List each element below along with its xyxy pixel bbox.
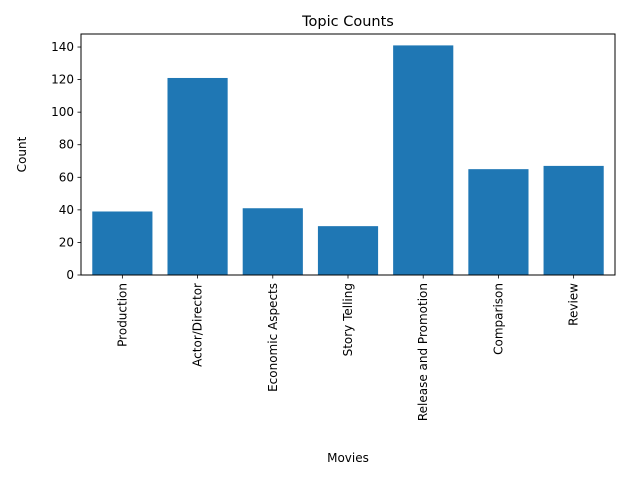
y-tick-label: 0 — [66, 268, 74, 282]
y-tick-label: 120 — [51, 73, 74, 87]
y-tick-label: 140 — [51, 40, 74, 54]
x-tick-label: Economic Aspects — [266, 283, 280, 392]
x-tick-label: Review — [567, 283, 581, 326]
x-axis-ticks: Production Actor/Director Economic Aspects… — [115, 275, 581, 421]
bar-economic-aspects — [242, 208, 303, 275]
x-tick-label: Actor/Director — [191, 283, 205, 367]
plot-area-frame — [80, 33, 616, 276]
x-tick-label: Release and Promotion — [416, 283, 430, 421]
y-tick-label: 100 — [51, 105, 74, 119]
bars-group — [92, 45, 604, 276]
bar-release-and-promotion — [393, 45, 454, 276]
bar-review — [543, 165, 604, 275]
bar-actor-director — [167, 77, 228, 275]
chart-title: Topic Counts — [301, 14, 394, 30]
x-tick-label: Story Telling — [341, 283, 355, 356]
x-axis-label: Movies — [327, 451, 369, 465]
x-tick-label: Comparison — [491, 283, 505, 355]
bar-comparison — [468, 169, 529, 275]
y-tick-label: 20 — [59, 235, 74, 249]
x-tick-label: Production — [115, 283, 129, 347]
bar-story-telling — [317, 226, 379, 275]
y-axis-ticks: 0 20 40 60 80 100 120 140 — [51, 40, 81, 282]
bar-production — [92, 211, 153, 275]
y-axis-label: Count — [15, 136, 29, 172]
y-tick-label: 40 — [59, 203, 74, 217]
y-tick-label: 80 — [59, 138, 74, 152]
y-tick-label: 60 — [59, 170, 74, 184]
